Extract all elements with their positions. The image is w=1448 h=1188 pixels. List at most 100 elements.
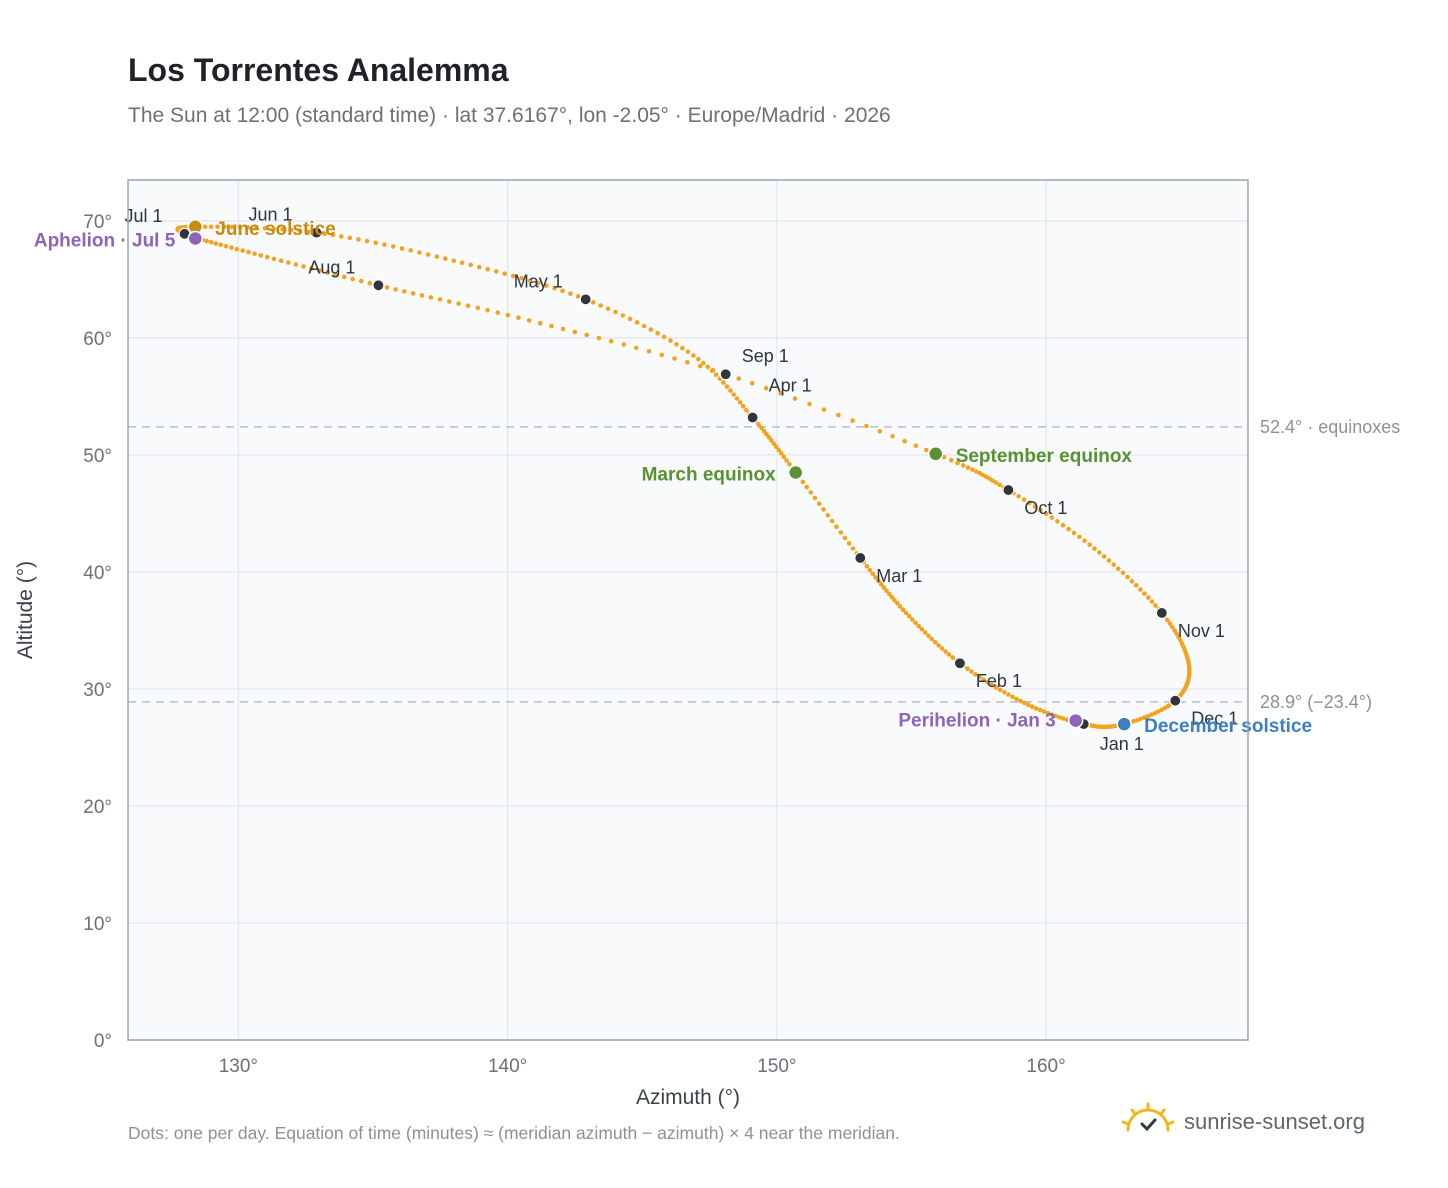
daily-sun-dot xyxy=(1142,591,1147,596)
daily-sun-dot xyxy=(749,380,755,386)
daily-sun-dot xyxy=(1116,566,1121,571)
daily-sun-dot xyxy=(990,478,995,483)
daily-sun-dot xyxy=(204,238,209,244)
daily-sun-dot xyxy=(544,283,549,288)
daily-sun-dot xyxy=(705,364,710,370)
month-label: Jan 1 xyxy=(1100,734,1144,754)
daily-sun-dot xyxy=(347,235,353,241)
daily-sun-dot xyxy=(356,237,361,242)
event-marker xyxy=(1067,712,1084,729)
daily-sun-dot xyxy=(763,385,769,391)
daily-sun-dot xyxy=(208,239,214,245)
month-label: Apr 1 xyxy=(769,376,812,396)
daily-sun-dot xyxy=(1021,497,1027,502)
daily-sun-dot xyxy=(778,391,783,396)
daily-sun-dot xyxy=(668,338,673,343)
daily-sun-dot xyxy=(659,352,664,358)
daily-sun-dot xyxy=(456,301,461,306)
daily-sun-dot xyxy=(305,229,311,234)
daily-sun-dot xyxy=(950,655,955,660)
daily-sun-dot xyxy=(322,231,327,237)
daily-sun-dot xyxy=(1037,707,1043,713)
daily-sun-dot xyxy=(724,384,730,389)
month-marker xyxy=(854,551,867,565)
daily-sun-dot xyxy=(1077,534,1082,540)
daily-sun-dot xyxy=(900,607,906,612)
daily-sun-dot xyxy=(1167,621,1173,626)
daily-sun-dot xyxy=(890,434,895,439)
x-tick-label: 150° xyxy=(757,1056,796,1077)
month-label: May 1 xyxy=(514,271,563,291)
daily-sun-dot xyxy=(946,652,952,657)
month-label: Jul 1 xyxy=(125,206,163,226)
daily-sun-dot xyxy=(218,242,224,248)
daily-sun-dot xyxy=(621,342,626,347)
daily-sun-dot xyxy=(213,241,219,246)
reference-line-label: 28.9° (−23.4°) xyxy=(1260,692,1372,712)
daily-sun-dot xyxy=(325,270,330,276)
daily-sun-dot xyxy=(502,271,508,277)
daily-sun-dot xyxy=(784,458,789,463)
daily-sun-dot xyxy=(974,469,979,474)
daily-sun-dot xyxy=(229,224,235,230)
event-label: Aphelion · Jul 5 xyxy=(34,231,176,252)
daily-sun-dot xyxy=(778,451,784,456)
daily-sun-dot xyxy=(437,297,443,302)
daily-sun-dot xyxy=(825,512,831,518)
x-axis-label: Azimuth (°) xyxy=(636,1086,740,1109)
daily-sun-dot xyxy=(459,260,465,266)
daily-sun-dot xyxy=(417,250,422,255)
daily-sun-dot xyxy=(876,578,881,584)
daily-sun-dot xyxy=(864,564,870,569)
daily-sun-dot xyxy=(222,224,227,230)
daily-sun-dot xyxy=(526,318,532,323)
event-marker xyxy=(1116,716,1132,732)
daily-sun-dot xyxy=(333,272,339,278)
daily-sun-dot xyxy=(829,518,835,524)
daily-sun-dot xyxy=(850,418,855,423)
daily-sun-dot xyxy=(1153,603,1158,608)
daily-sun-dot xyxy=(969,669,974,674)
daily-sun-dot xyxy=(756,422,761,427)
daily-sun-dot xyxy=(465,303,471,309)
daily-sun-dot xyxy=(721,380,726,385)
daily-sun-dot xyxy=(1060,522,1066,528)
daily-sun-dot xyxy=(771,441,777,446)
daily-sun-dot xyxy=(446,299,452,304)
daily-sun-dot xyxy=(627,316,633,322)
daily-sun-dot xyxy=(443,256,448,261)
month-marker xyxy=(1169,694,1182,707)
daily-sun-dot xyxy=(821,407,827,412)
daily-sun-dot xyxy=(584,332,589,338)
daily-sun-dot xyxy=(981,677,986,683)
daily-sun-dot xyxy=(339,234,344,239)
daily-sun-dot xyxy=(700,360,706,366)
month-label: Sep 1 xyxy=(742,346,789,366)
month-marker xyxy=(719,368,732,381)
daily-sun-dot xyxy=(1174,631,1179,637)
daily-sun-dot xyxy=(769,438,774,443)
daily-sun-dot xyxy=(475,305,481,311)
daily-sun-dot xyxy=(949,457,954,463)
month-marker xyxy=(579,293,592,306)
daily-sun-dot xyxy=(674,342,679,347)
daily-sun-dot xyxy=(1002,690,1007,695)
daily-sun-dot xyxy=(1014,696,1019,702)
daily-sun-dot xyxy=(800,479,806,485)
daily-sun-dot xyxy=(317,268,322,273)
month-label: Oct 1 xyxy=(1024,498,1067,518)
daily-sun-dot xyxy=(661,334,667,340)
daily-sun-dot xyxy=(924,447,929,453)
daily-sun-dot xyxy=(402,289,407,294)
daily-sun-dot xyxy=(759,425,764,431)
x-tick-label: 140° xyxy=(488,1056,527,1077)
daily-sun-dot xyxy=(549,323,554,329)
daily-sun-dot xyxy=(596,335,602,341)
daily-sun-dot xyxy=(215,224,220,230)
event-marker xyxy=(187,230,204,247)
daily-sun-dot xyxy=(906,613,912,619)
daily-sun-dot xyxy=(1045,710,1051,716)
y-axis-label: Altitude (°) xyxy=(14,561,37,659)
daily-sun-dot xyxy=(252,251,257,256)
daily-sun-dot xyxy=(842,535,848,541)
